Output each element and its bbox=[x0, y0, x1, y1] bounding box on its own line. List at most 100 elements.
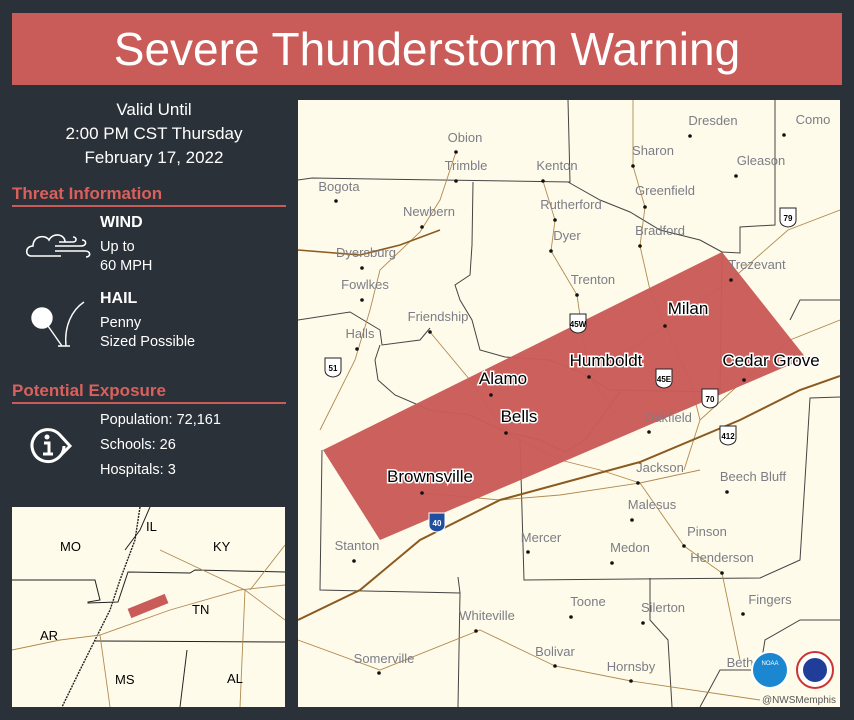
state-label-ky: KY bbox=[213, 539, 231, 554]
town-label: Newbern bbox=[403, 204, 455, 219]
town-dot bbox=[428, 330, 432, 334]
route-number: 79 bbox=[784, 214, 793, 223]
schools: Schools: 26 bbox=[100, 437, 176, 453]
town-dot bbox=[629, 679, 633, 683]
state-label-tn: TN bbox=[192, 602, 209, 617]
town-label: Trenton bbox=[571, 272, 615, 287]
route-number: 45E bbox=[657, 375, 672, 384]
us-route-shield bbox=[569, 313, 587, 334]
town-label: Toone bbox=[570, 594, 605, 609]
town-label: Oakfield bbox=[644, 410, 692, 425]
town-dot bbox=[587, 375, 591, 379]
population: Population: 72,161 bbox=[100, 412, 221, 428]
town-label: Como bbox=[796, 112, 831, 127]
route-number: 45W bbox=[570, 320, 587, 329]
state-label-ar: AR bbox=[40, 628, 58, 643]
hail-value-2: Sized Possible bbox=[100, 334, 196, 350]
town-label: Beth bbox=[727, 655, 754, 670]
wind-value-1: Up to bbox=[100, 239, 135, 255]
town-label: Whiteville bbox=[459, 608, 515, 623]
state-label-al: AL bbox=[227, 671, 243, 686]
town-dot bbox=[631, 164, 635, 168]
town-label: Silerton bbox=[641, 600, 685, 615]
us-route-shield bbox=[779, 207, 797, 228]
town-dot bbox=[734, 174, 738, 178]
hailstone-icon bbox=[31, 301, 85, 347]
town-dot bbox=[352, 559, 356, 563]
town-dot bbox=[489, 393, 493, 397]
town-dot bbox=[541, 179, 545, 183]
nws-logo-inner bbox=[803, 658, 827, 682]
town-label: Trezevant bbox=[728, 257, 786, 272]
town-label: Brownsville bbox=[387, 467, 473, 486]
valid-label: Valid Until bbox=[116, 100, 192, 119]
town-label: Henderson bbox=[690, 550, 754, 565]
wind-cloud-icon bbox=[25, 234, 91, 258]
town-label: Trimble bbox=[445, 158, 488, 173]
town-dot bbox=[641, 621, 645, 625]
town-label: Gleason bbox=[737, 153, 785, 168]
town-dot bbox=[729, 278, 733, 282]
town-dot bbox=[504, 431, 508, 435]
route-number: 70 bbox=[706, 395, 715, 404]
town-dot bbox=[553, 218, 557, 222]
exposure-heading: Potential Exposure bbox=[12, 381, 286, 404]
valid-date: February 17, 2022 bbox=[84, 148, 224, 167]
town-label: Alamo bbox=[479, 369, 527, 388]
valid-until: Valid Until 2:00 PM CST Thursday Februar… bbox=[12, 98, 296, 170]
town-label: Sharon bbox=[632, 143, 674, 158]
state-label-ms: MS bbox=[115, 672, 135, 687]
town-dot bbox=[553, 664, 557, 668]
town-dot bbox=[741, 612, 745, 616]
town-dot bbox=[575, 293, 579, 297]
town-label: Fowlkes bbox=[341, 277, 389, 292]
town-label: Rutherford bbox=[540, 197, 601, 212]
town-dot bbox=[420, 491, 424, 495]
town-label: Humboldt bbox=[570, 351, 643, 370]
route-number: 40 bbox=[433, 519, 442, 528]
town-label: Hornsby bbox=[607, 659, 656, 674]
town-dot bbox=[569, 615, 573, 619]
page-title: Severe Thunderstorm Warning bbox=[12, 13, 842, 85]
town-dot bbox=[355, 347, 359, 351]
town-dot bbox=[454, 179, 458, 183]
wind-value-2: 60 MPH bbox=[100, 258, 153, 274]
town-label: Cedar Grove bbox=[722, 351, 819, 370]
town-dot bbox=[638, 244, 642, 248]
town-dot bbox=[663, 324, 667, 328]
us-route-shield bbox=[701, 388, 719, 409]
town-label: Pinson bbox=[687, 524, 727, 539]
town-label: Beech Bluff bbox=[720, 469, 787, 484]
town-label: Medon bbox=[610, 540, 650, 555]
town-label: Malesus bbox=[628, 497, 677, 512]
valid-time: 2:00 PM CST Thursday bbox=[65, 124, 243, 143]
town-dot bbox=[420, 225, 424, 229]
town-dot bbox=[647, 430, 651, 434]
us-route-shield bbox=[324, 357, 342, 378]
town-label: Jackson bbox=[636, 460, 684, 475]
noaa-logo bbox=[751, 651, 789, 689]
credit: @NWSMemphis bbox=[762, 695, 836, 706]
town-dot bbox=[360, 298, 364, 302]
us-route-shield bbox=[719, 425, 737, 446]
inset-map: MO IL KY TN AR MS AL bbox=[12, 507, 285, 707]
threat-heading: Threat Information bbox=[12, 184, 286, 207]
town-dot bbox=[688, 134, 692, 138]
town-label: Bradford bbox=[635, 223, 685, 238]
route-number: 412 bbox=[721, 432, 735, 441]
town-label: Kenton bbox=[536, 158, 577, 173]
info-icon bbox=[30, 428, 73, 464]
town-dot bbox=[454, 150, 458, 154]
town-dot bbox=[474, 629, 478, 633]
noaa-logo-text: NOAA bbox=[761, 661, 778, 667]
town-label: Somerville bbox=[354, 651, 415, 666]
town-dot bbox=[377, 671, 381, 675]
state-label-il: IL bbox=[146, 519, 157, 534]
town-label: Obion bbox=[448, 130, 483, 145]
wind-label: WIND bbox=[100, 214, 143, 231]
warning-polygon bbox=[323, 252, 806, 540]
town-label: Greenfield bbox=[635, 183, 695, 198]
hail-value-1: Penny bbox=[100, 315, 142, 331]
town-dot bbox=[725, 490, 729, 494]
town-dot bbox=[549, 249, 553, 253]
